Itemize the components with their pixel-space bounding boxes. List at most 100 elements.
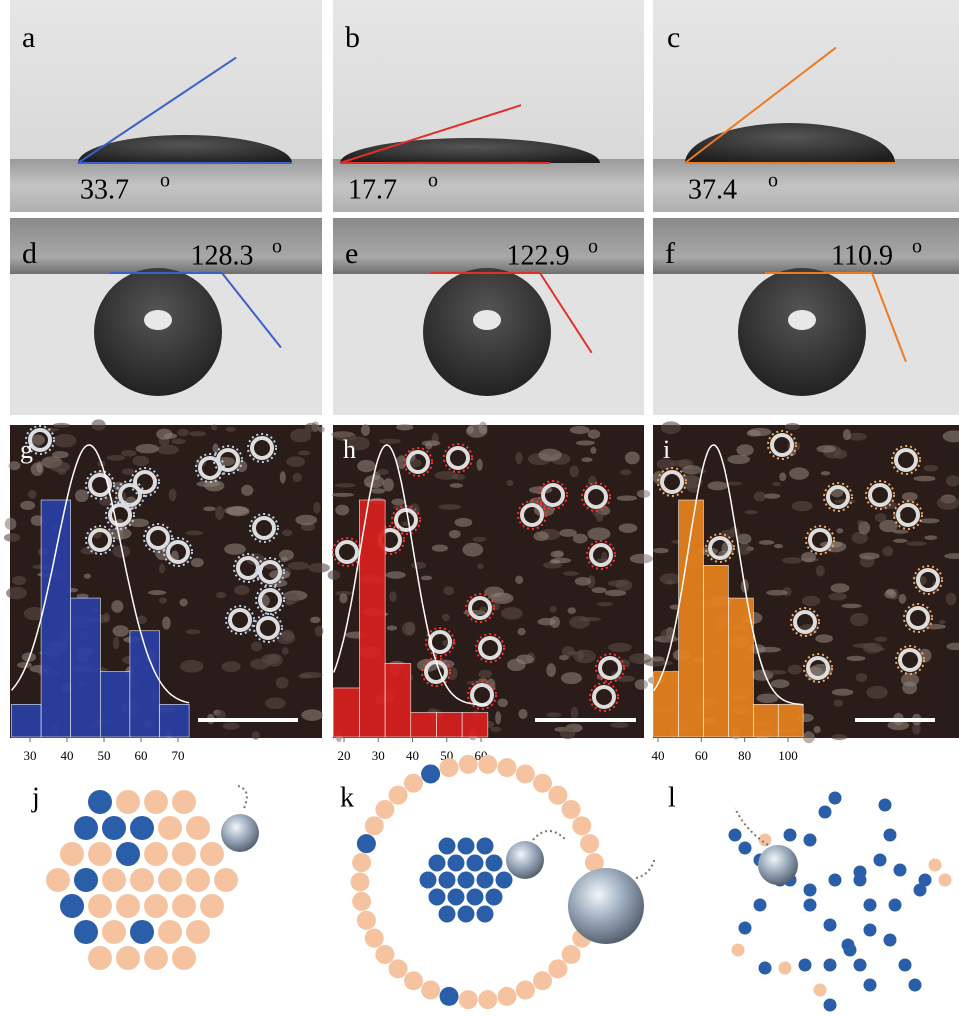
molecule: [60, 894, 84, 918]
panel-label: f: [665, 237, 675, 270]
molecule: [74, 920, 98, 944]
molecule: [879, 799, 892, 812]
texture: [411, 562, 426, 569]
reflection: [144, 310, 172, 330]
molecule: [533, 774, 552, 793]
bar: [100, 672, 130, 737]
molecule: [144, 894, 168, 918]
histogram-panel: g3040506070: [4, 419, 330, 763]
molecule: [46, 868, 70, 892]
molecule: [130, 868, 154, 892]
molecule: [60, 842, 84, 866]
molecule: [144, 790, 168, 814]
texture: [754, 491, 766, 501]
texture: [546, 712, 561, 717]
texture: [608, 580, 628, 587]
texture: [250, 658, 270, 669]
molecule: [158, 920, 182, 944]
texture: [6, 587, 27, 599]
molecule: [352, 892, 371, 911]
texture: [828, 593, 846, 601]
molecule: [144, 946, 168, 970]
molecule: [130, 920, 154, 944]
texture: [9, 461, 21, 470]
texture: [866, 686, 887, 699]
molecule: [172, 842, 196, 866]
texture: [570, 426, 590, 434]
texture: [286, 456, 305, 467]
texture: [467, 425, 474, 433]
molecule: [824, 999, 837, 1012]
molecule: [404, 774, 423, 793]
angle-value: 37.4: [688, 174, 737, 205]
texture: [518, 709, 527, 719]
texture: [20, 501, 35, 510]
texture: [383, 478, 394, 491]
molecule: [804, 884, 817, 897]
x-tick-label: 50: [98, 748, 111, 763]
molecule: [864, 979, 877, 992]
texture: [803, 731, 815, 743]
texture: [276, 677, 289, 689]
texture: [339, 593, 347, 603]
texture: [841, 604, 861, 609]
molecule: [429, 889, 446, 906]
texture: [452, 474, 466, 480]
figure: a33.7ob17.7oc37.4od128.3oe122.9of110.9og…: [0, 0, 959, 1016]
texture: [821, 471, 831, 475]
molecule: [352, 853, 371, 872]
texture: [162, 616, 171, 629]
molecule: [458, 838, 475, 855]
bar: [778, 704, 803, 737]
molecule: [496, 872, 513, 889]
texture: [450, 483, 463, 488]
texture: [650, 656, 665, 661]
texture: [666, 580, 674, 585]
x-tick-label: 30: [24, 748, 37, 763]
molecule: [829, 792, 842, 805]
texture: [438, 504, 461, 510]
molecule: [421, 764, 440, 783]
texture: [562, 646, 575, 657]
texture: [335, 483, 356, 487]
nanoparticle: [506, 841, 544, 879]
molecule: [200, 894, 224, 918]
molecule: [102, 920, 126, 944]
texture: [771, 679, 790, 688]
texture: [449, 530, 461, 538]
texture: [241, 485, 253, 496]
texture: [293, 473, 302, 482]
texture: [693, 469, 706, 474]
molecule: [759, 962, 772, 975]
texture: [224, 544, 246, 555]
texture: [914, 476, 936, 482]
texture: [224, 506, 248, 515]
degree: o: [272, 236, 282, 258]
nanoparticle: [758, 845, 798, 885]
texture: [587, 527, 610, 540]
texture: [298, 451, 310, 456]
molecule: [899, 959, 912, 972]
angle-value: 128.3: [191, 240, 254, 271]
molecule: [102, 816, 126, 840]
texture: [4, 533, 21, 541]
molecule: [116, 946, 140, 970]
texture: [856, 673, 867, 682]
bar: [462, 712, 488, 737]
texture: [157, 445, 179, 455]
molecule: [74, 816, 98, 840]
molecule: [172, 894, 196, 918]
texture: [884, 589, 896, 598]
texture: [75, 489, 89, 502]
texture: [577, 650, 584, 660]
texture: [924, 465, 939, 472]
texture: [843, 429, 851, 440]
molecule: [429, 855, 446, 872]
texture: [156, 429, 172, 440]
molecule: [819, 806, 832, 819]
degree: o: [768, 170, 778, 192]
molecule: [357, 834, 376, 853]
texture: [391, 499, 405, 506]
texture: [332, 493, 354, 497]
